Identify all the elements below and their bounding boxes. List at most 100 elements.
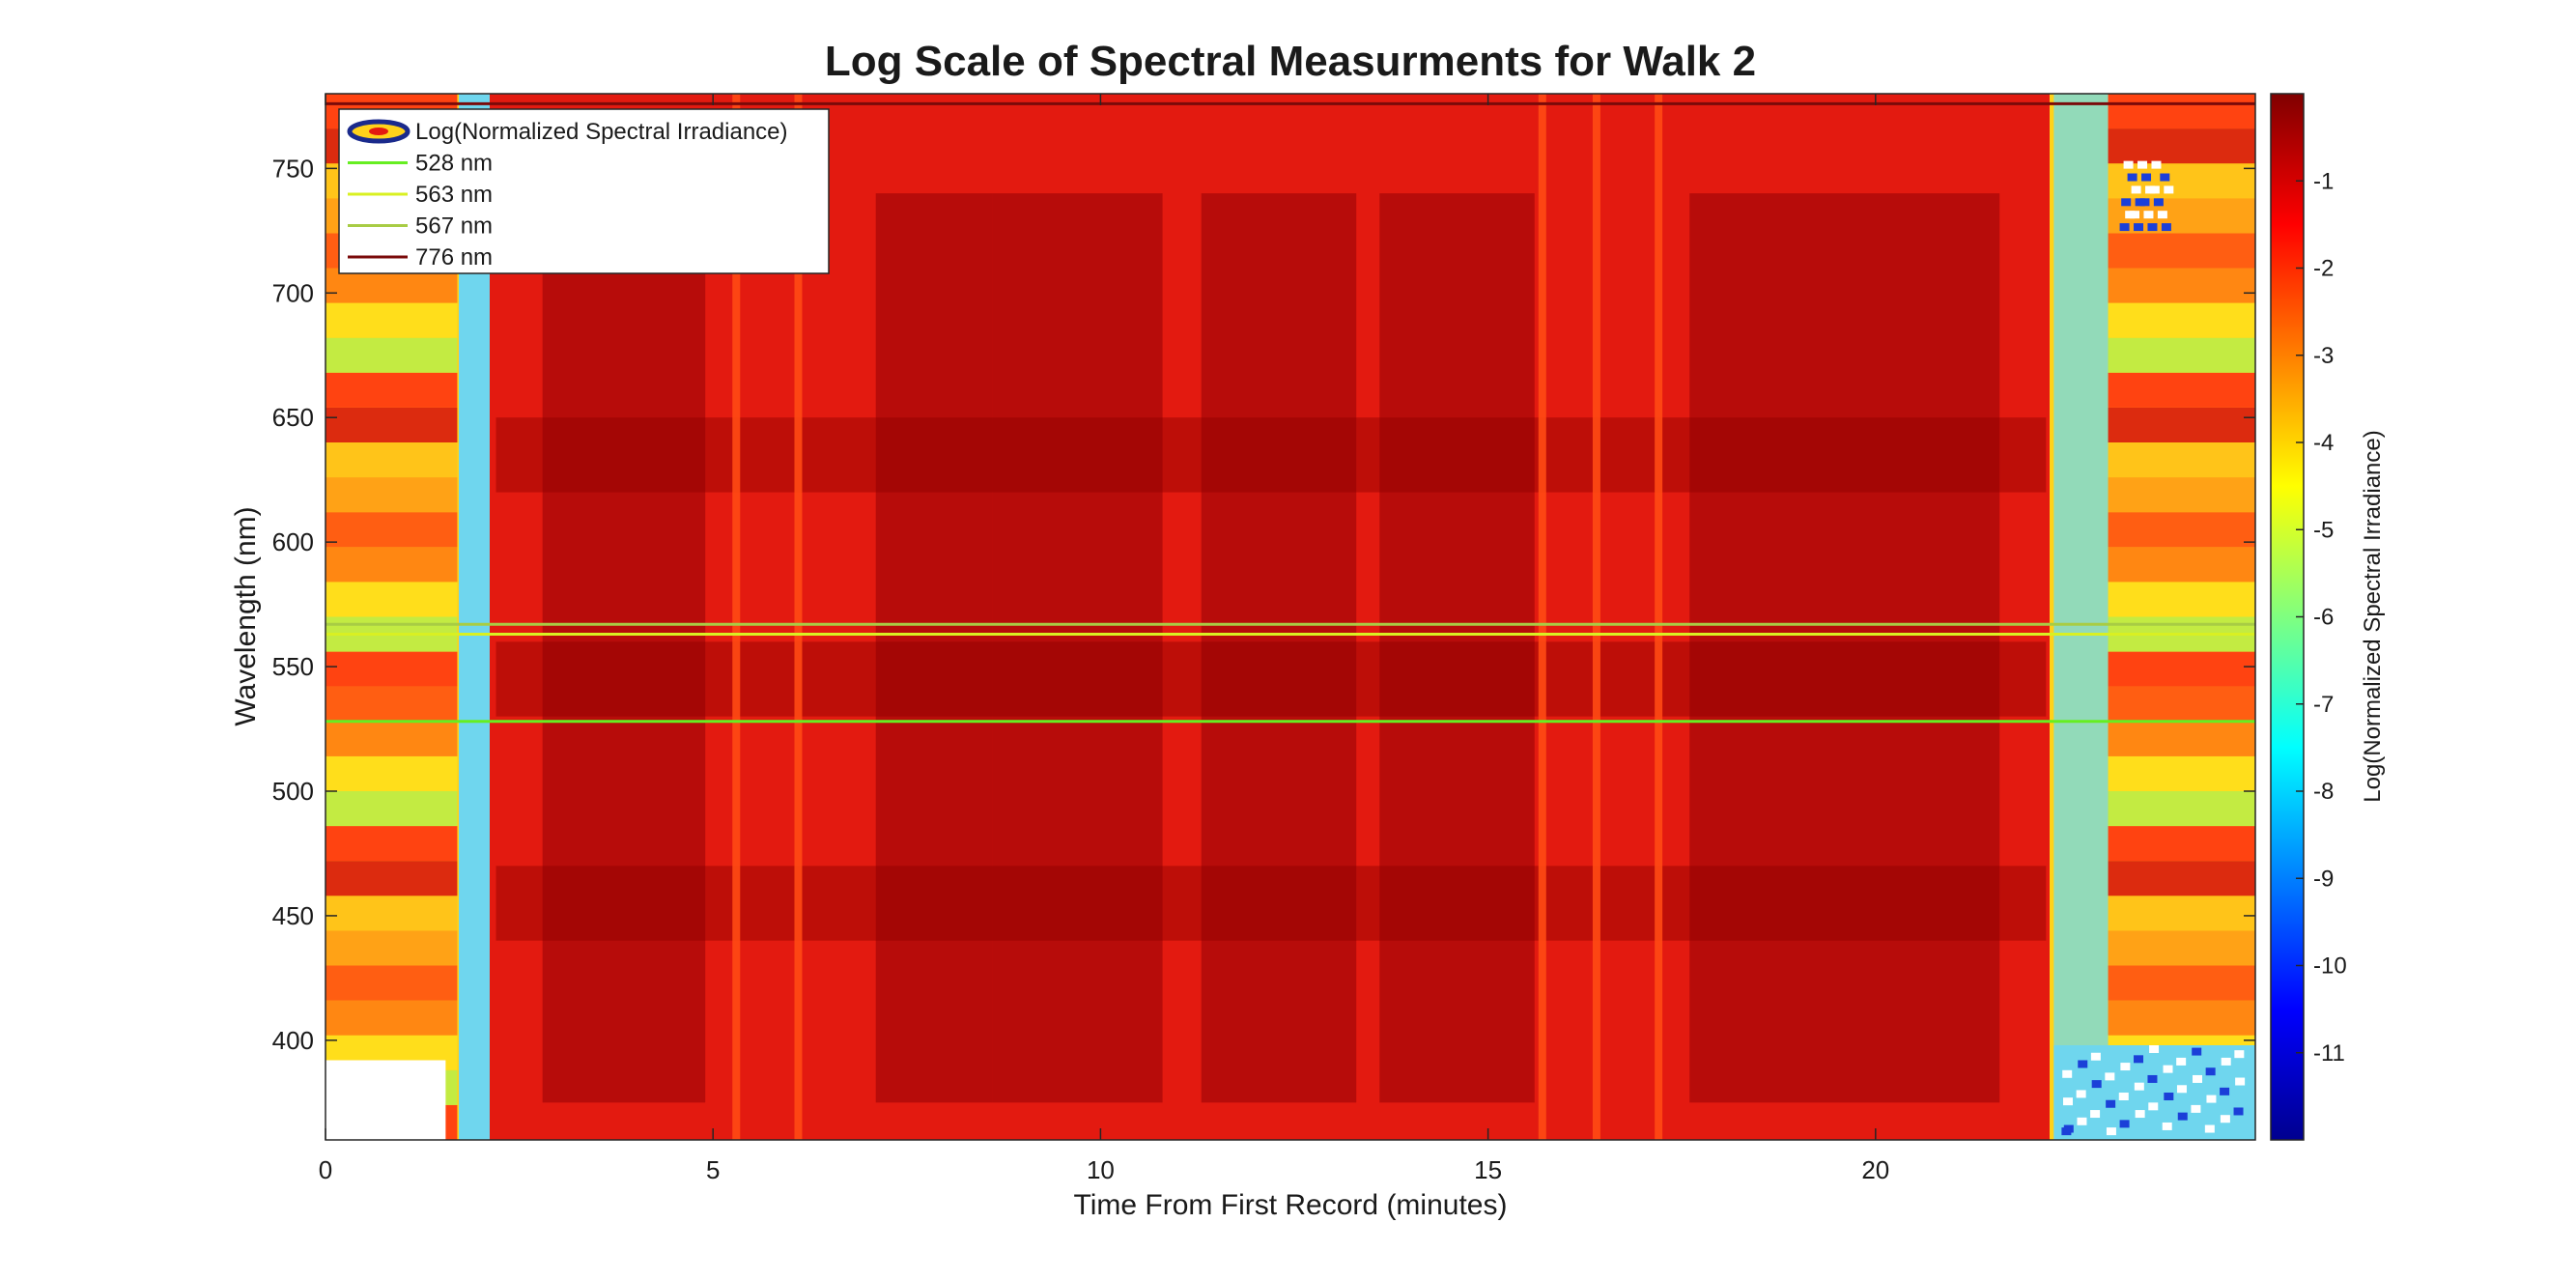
- legend-label: 563 nm: [415, 182, 493, 208]
- heatmap-noise-dot: [2163, 1065, 2173, 1073]
- legend: Log(Normalized Spectral Irradiance) 528 n…: [338, 108, 830, 274]
- heatmap-noise-dot: [2120, 1063, 2131, 1071]
- heatmap-noise-dot: [2123, 160, 2134, 169]
- y-axis-label: Wavelength (nm): [230, 506, 262, 725]
- heatmap-noise-dot: [2119, 1120, 2130, 1128]
- y-tick-label: 450: [272, 901, 314, 930]
- heatmap-band: [2108, 94, 2255, 129]
- heatmap-band: [2108, 930, 2255, 966]
- heatmap-band: [2108, 128, 2255, 164]
- heatmap-band: [2053, 94, 2109, 1140]
- y-tick-label: 550: [272, 652, 314, 681]
- colorbar-tick-label: -5: [2313, 517, 2334, 543]
- y-tick-label: 600: [272, 527, 314, 556]
- heatmap-band: [326, 407, 458, 442]
- heatmap-noise-dot: [2062, 1069, 2073, 1078]
- heatmap-noise-dot: [2234, 1050, 2245, 1059]
- heatmap-band: [326, 547, 458, 583]
- legend-box: [338, 108, 830, 274]
- heatmap-noise-dot: [2090, 1110, 2101, 1119]
- heatmap-noise-dot: [2147, 1074, 2158, 1083]
- heatmap-noise-dot: [2177, 1112, 2188, 1121]
- colorbar-tick-label: -3: [2313, 343, 2334, 369]
- x-tick-label: 5: [706, 1155, 720, 1184]
- heatmap-streak: [794, 94, 803, 1140]
- x-tick-label: 0: [319, 1155, 332, 1184]
- x-tick-label: 20: [1861, 1155, 1889, 1184]
- heatmap-noise-dot: [2147, 223, 2158, 232]
- heatmap-noise-dot: [2105, 1072, 2115, 1081]
- reference-lines: [326, 101, 2255, 724]
- legend-label: Log(Normalized Spectral Irradiance): [415, 119, 788, 145]
- legend-item: 528 nm: [348, 151, 493, 177]
- heatmap-band: [2108, 547, 2255, 583]
- heatmap-dark-region: [1201, 193, 1357, 1103]
- heatmap-noise-dot: [2157, 211, 2167, 219]
- y-tick-label: 500: [272, 777, 314, 806]
- heatmap-band: [326, 896, 458, 931]
- heatmap-noise-dot: [2121, 198, 2132, 207]
- heatmap-noise-dot: [2205, 1067, 2216, 1076]
- heatmap-band: [326, 651, 458, 687]
- heatmap-noise-dot: [2135, 1110, 2145, 1119]
- heatmap-dark-regions: [495, 193, 2047, 1103]
- heatmap-band: [326, 755, 458, 791]
- heatmap-noise-dot: [2091, 1080, 2102, 1089]
- y-tick-label: 650: [272, 403, 314, 432]
- colorbar-tick-label: -11: [2313, 1040, 2345, 1067]
- heatmap-noise-dot: [2063, 1097, 2074, 1106]
- heatmap-noise-dot: [2141, 173, 2152, 182]
- heatmap-noise-dot: [2118, 1093, 2129, 1101]
- legend-label: 567 nm: [415, 213, 493, 240]
- heatmap-band: [326, 442, 458, 478]
- heatmap-noise-dot: [2151, 160, 2162, 169]
- heatmap-noise-dot: [2134, 1082, 2144, 1091]
- heatmap-noise-dot: [2235, 1077, 2246, 1086]
- legend-item: 567 nm: [348, 213, 493, 240]
- heatmap-band: [2108, 755, 2255, 791]
- heatmap-noise-dot: [2143, 211, 2154, 219]
- heatmap-noise-dot: [2078, 1060, 2088, 1068]
- heatmap-band: [2108, 512, 2255, 548]
- heatmap-noise-dot: [2063, 1124, 2074, 1133]
- heatmap-noise-dot: [2076, 1090, 2086, 1098]
- heatmap-dark-region: [542, 193, 706, 1103]
- x-tick-label: 15: [1474, 1155, 1502, 1184]
- colorbar-tick-label: -2: [2313, 256, 2334, 282]
- heatmap-dark-region: [1379, 193, 1535, 1103]
- heatmap-noise-dot: [2220, 1087, 2230, 1095]
- heatmap-noise-dot: [2204, 1124, 2215, 1133]
- heatmap-noise-dot: [2153, 198, 2164, 207]
- colorbar-tick-label: -1: [2313, 168, 2334, 194]
- heatmap-noise-dot: [2233, 1107, 2244, 1116]
- heatmap-band: [2108, 686, 2255, 722]
- y-tick-label: 700: [272, 278, 314, 307]
- x-axis-label: Time From First Record (minutes): [1074, 1189, 1508, 1221]
- heatmap-band: [2108, 582, 2255, 617]
- y-axis: 400 450 500 550 600 650 700 750: [272, 154, 2255, 1055]
- heatmap-noise-dot: [2176, 1085, 2187, 1094]
- heatmap-noise-dot: [2162, 1122, 2172, 1130]
- heatmap-dark-band: [495, 417, 2047, 493]
- heatmap-band: [2108, 965, 2255, 1001]
- heatmap-band: [326, 512, 458, 548]
- heatmap-noise-dot: [2127, 173, 2137, 182]
- heatmap-band: [326, 477, 458, 513]
- heatmap-noise-dot: [2164, 1093, 2174, 1101]
- heatmap-band: [2108, 477, 2255, 513]
- heatmap-streak: [1592, 94, 1600, 1140]
- heatmap-dark-region: [992, 193, 1163, 1103]
- heatmap-noise-dot: [2149, 1045, 2160, 1054]
- heatmap-band: [2108, 337, 2255, 373]
- legend-label: 528 nm: [415, 151, 493, 177]
- heatmap-noise-dot: [2191, 1104, 2201, 1113]
- legend-item: Log(Normalized Spectral Irradiance): [347, 119, 788, 145]
- heatmap-noise-dot: [2135, 198, 2145, 207]
- legend-item: 776 nm: [348, 244, 493, 270]
- heatmap-band: [2108, 407, 2255, 442]
- heatmap-band: [2108, 442, 2255, 478]
- colorbar-label: Log(Normalized Spectral Irradiance): [2360, 430, 2386, 803]
- heatmap-noise-dot: [2131, 185, 2141, 194]
- heatmap-noise-dot: [2164, 185, 2174, 194]
